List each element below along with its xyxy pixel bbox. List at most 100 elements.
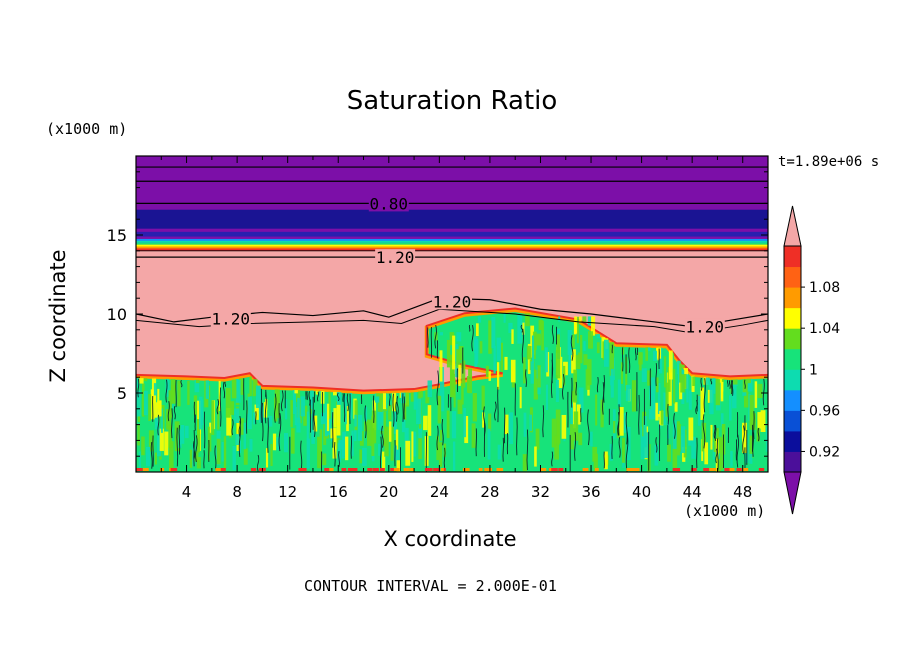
cloud-cell [688,390,692,410]
cloud-cell [255,385,261,409]
cloud-cell [591,316,596,336]
colorbar-swatch [784,328,801,350]
cloud-cell [472,393,477,422]
cloud-cell [463,407,466,438]
cloud-cell [418,432,422,460]
cloud-cell [657,383,661,415]
surface-speckle [582,468,589,471]
cloud-cell [317,436,322,469]
contour-squiggle [388,393,391,407]
cloud-cell [717,436,722,453]
cloud-cell [235,379,239,391]
x-axis: 4 8 12 16 20 24 28 32 36 40 44 48 [160,156,752,501]
cloud-cell [510,359,516,383]
cloud-cell [620,362,624,384]
cloud-cell [139,378,144,384]
cloud-cell [522,322,525,335]
transition-stripe [136,244,768,247]
cloud-cell [525,313,530,327]
cloud-cell [526,345,532,360]
cloud-cell [488,413,492,432]
cloud-cell [388,404,392,420]
surface-speckle [393,468,400,471]
cloud-cell [595,394,598,426]
cloud-cell [653,350,658,361]
contour-squiggle [742,425,745,455]
cloud-cell [659,347,663,374]
cloud-cell [170,379,176,404]
cloud-cell [177,380,181,407]
transition-stripe [136,248,768,251]
cloud-cell [324,403,328,437]
cloud-cell [721,378,725,382]
contour-squiggle [264,392,267,424]
cloud-cell [141,436,145,456]
cloud-cell [180,424,185,444]
cloud-cell [218,380,221,411]
contour-squiggle [313,409,316,438]
contour-squiggle [710,378,713,385]
y-axis-label: Z coordinate [46,249,70,383]
contour-squiggle [173,406,176,420]
surface-speckle [136,468,143,471]
cloud-cell [379,402,384,431]
cloud-cell [383,411,387,447]
cloud-cell [382,451,386,472]
surface-speckle [329,468,334,471]
surface-speckle [672,468,678,471]
cloud-cell [243,422,247,450]
cloud-cell [154,402,158,418]
cloud-cell [646,347,651,352]
contour-label-bg [432,293,472,310]
cloud-cell [485,365,489,378]
cloud-cell [456,349,461,368]
contour-squiggle [551,324,554,344]
cloud-cell [217,407,220,430]
x-unit-label: (x1000 m) [684,502,766,520]
cloud-cell [609,342,615,376]
transition-stripe [136,238,768,241]
cloud-cell [468,368,473,394]
cloud-cell [572,334,575,349]
colorbar-frame [783,245,802,473]
cloud-cell [458,364,461,386]
cloud-cell [458,346,464,361]
cloud-cell [437,395,442,424]
contour-squiggle [137,378,140,398]
contour-squiggle [150,441,153,469]
cloud-cell [683,429,687,458]
contour-squiggle [611,436,613,459]
cloud-cell [704,442,709,465]
transition-stripe [136,240,768,243]
contour-squiggle [308,391,311,406]
cloud-cell [747,378,753,392]
cloud-cell [720,438,724,470]
contour-squiggle [267,417,269,453]
cloud-cell [749,453,753,464]
cloud-cell [396,448,400,466]
surface-speckle [484,468,489,471]
cloud-cell [294,390,298,394]
cloud-cell [544,347,548,373]
contour-squiggle [434,324,437,349]
cloud-cell [254,404,260,420]
transition-stripe [136,242,768,245]
cloud-cell [346,406,349,432]
cloud-cell [497,444,502,460]
cloud-cell [578,432,583,446]
cloud-cell [479,341,483,354]
cloud-cell [663,356,667,388]
cloud-cell [393,411,397,434]
cloud-cell [676,421,680,456]
contour-squiggle [193,401,196,423]
contour-squiggle [256,454,260,472]
x-tick-label: 4 [182,483,192,501]
cloud-cell [449,354,455,386]
cloud-cell [609,444,613,461]
cloud-cell [571,390,574,402]
cloud-cell [705,377,710,385]
cloud-cell [154,452,157,465]
colorbar-swatch [784,287,801,309]
cloud-cell [665,382,669,417]
contour-squiggle [280,390,284,412]
